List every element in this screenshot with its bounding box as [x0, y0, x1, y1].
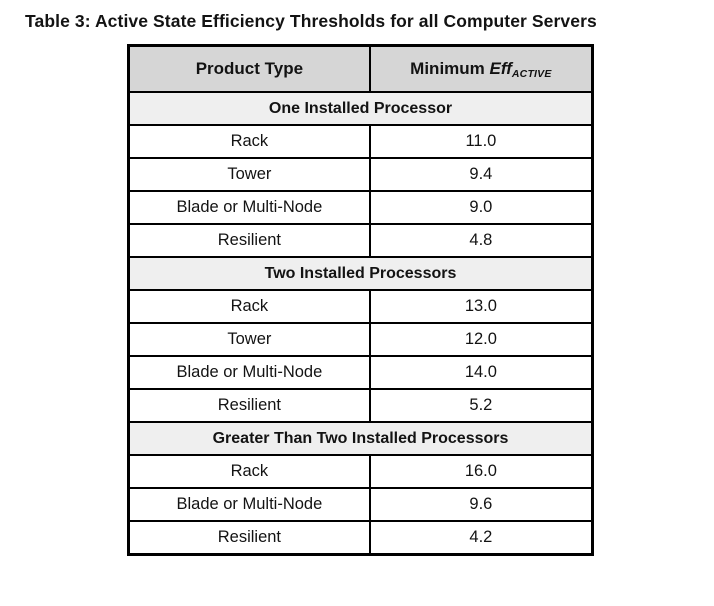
section-header-one-processor: One Installed Processor	[127, 91, 594, 126]
table-row: Rack 13.0	[127, 289, 594, 324]
value-cell: 9.6	[368, 487, 594, 522]
table-row: Resilient 5.2	[127, 388, 594, 423]
eff-symbol: Eff	[489, 59, 512, 78]
section-header-label: Two Installed Processors	[127, 256, 594, 291]
value-cell: 16.0	[368, 454, 594, 489]
table-header-row: Product Type Minimum EffACTIVE	[127, 44, 594, 93]
table-row: Tower 9.4	[127, 157, 594, 192]
value-cell: 4.8	[368, 223, 594, 258]
table-row: Resilient 4.8	[127, 223, 594, 258]
product-cell: Rack	[127, 454, 371, 489]
section-header-two-processors: Two Installed Processors	[127, 256, 594, 291]
product-cell: Tower	[127, 157, 371, 192]
value-cell: 14.0	[368, 355, 594, 390]
product-cell: Blade or Multi-Node	[127, 190, 371, 225]
column-header-minimum-eff: Minimum EffACTIVE	[368, 44, 594, 93]
table-row: Blade or Multi-Node 9.6	[127, 487, 594, 522]
table-row: Rack 16.0	[127, 454, 594, 489]
table-row: Rack 11.0	[127, 124, 594, 159]
section-header-greater-than-two-processors: Greater Than Two Installed Processors	[127, 421, 594, 456]
product-cell: Tower	[127, 322, 371, 357]
product-cell: Blade or Multi-Node	[127, 355, 371, 390]
value-cell: 4.2	[368, 520, 594, 556]
table-row: Tower 12.0	[127, 322, 594, 357]
eff-active-subscript: ACTIVE	[511, 68, 552, 80]
value-cell: 13.0	[368, 289, 594, 324]
value-cell: 5.2	[368, 388, 594, 423]
value-cell: 9.4	[368, 157, 594, 192]
value-cell: 11.0	[368, 124, 594, 159]
column-header-product-type: Product Type	[127, 44, 371, 93]
value-cell: 12.0	[368, 322, 594, 357]
thresholds-table: Product Type Minimum EffACTIVE One Insta…	[127, 44, 594, 556]
product-cell: Resilient	[127, 223, 371, 258]
product-cell: Rack	[127, 289, 371, 324]
product-cell: Blade or Multi-Node	[127, 487, 371, 522]
table-row: Blade or Multi-Node 9.0	[127, 190, 594, 225]
section-header-label: Greater Than Two Installed Processors	[127, 421, 594, 456]
product-cell: Resilient	[127, 520, 371, 556]
section-header-label: One Installed Processor	[127, 91, 594, 126]
product-cell: Resilient	[127, 388, 371, 423]
value-cell: 9.0	[368, 190, 594, 225]
minimum-label: Minimum	[410, 59, 485, 78]
table-row: Resilient 4.2	[127, 520, 594, 556]
table-caption: Table 3: Active State Efficiency Thresho…	[25, 11, 597, 31]
table-row: Blade or Multi-Node 14.0	[127, 355, 594, 390]
product-cell: Rack	[127, 124, 371, 159]
